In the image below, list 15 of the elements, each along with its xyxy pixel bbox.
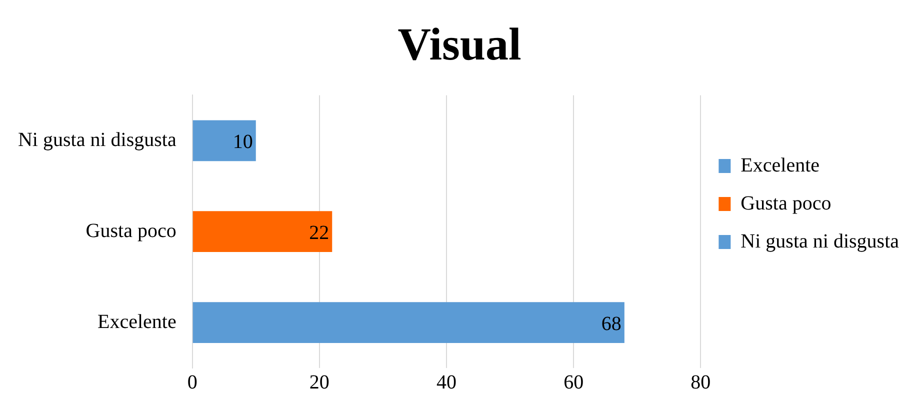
chart-title: Visual (398, 18, 522, 70)
data-label: 10 (232, 130, 253, 153)
x-tick-label: 20 (309, 371, 330, 394)
data-label: 68 (601, 312, 622, 335)
y-tick-label: Ni gusta ni disgusta (18, 128, 176, 151)
x-tick-label: 80 (690, 371, 711, 394)
data-label: 22 (309, 222, 330, 244)
x-tick-label: 0 (187, 371, 198, 394)
x-tick-label: 40 (436, 371, 456, 394)
y-tick-label: Gusta poco (86, 220, 176, 242)
x-tick-label: 60 (564, 371, 584, 394)
legend-label: Ni gusta ni disgusta (740, 230, 900, 252)
legend-label: Gusta poco (740, 192, 832, 214)
y-tick-label: Excelente (97, 310, 176, 333)
legend-label: Excelente (740, 154, 820, 176)
